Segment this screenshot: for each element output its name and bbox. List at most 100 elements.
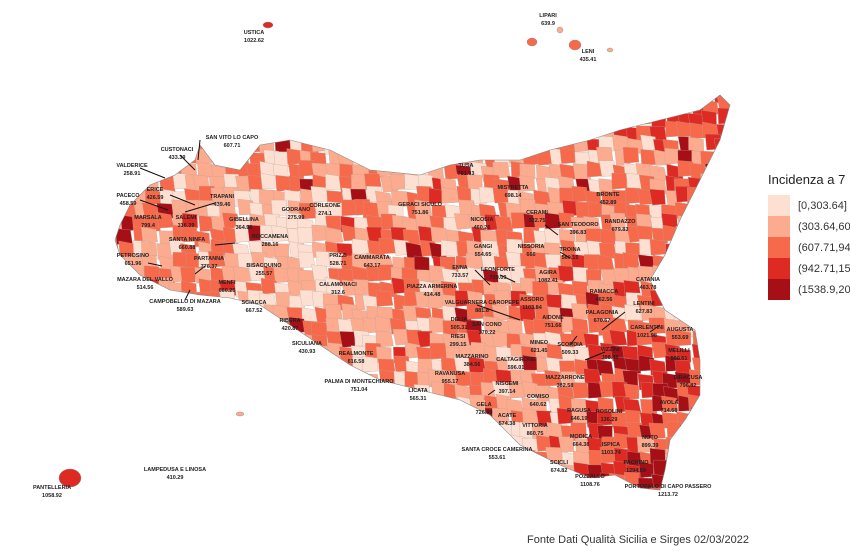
municipality-area [728,462,730,480]
municipality-area [315,99,333,117]
municipality-area [518,126,536,143]
source-note: Fonte Dati Qualità Sicilia e Sirges 02/0… [527,534,749,546]
municipality-label: MAZZARRONE 382.58 [545,374,584,390]
municipality-area [157,408,173,425]
municipality-name: SAN CONO [472,322,502,328]
municipality-area [209,316,227,333]
municipality-area [193,95,211,101]
municipality-label: AIDONE 751.66 [542,314,563,330]
municipality-label: MAZZARINO 384.56 [456,353,489,369]
municipality-name: MODICA [569,434,593,440]
municipality-area [208,451,226,468]
leader-line [139,167,166,179]
legend-swatch [768,279,790,300]
municipality-area [665,291,682,308]
municipality-area [257,386,276,403]
municipality-area [726,399,730,416]
municipality-value: 255.57 [255,271,273,277]
municipality-name: MARSALA [134,215,162,221]
municipality-value: 590.61 [670,356,688,362]
municipality-area [248,475,266,490]
municipality-area [729,329,730,347]
municipality-name: MAZZARRONE [545,375,585,381]
municipality-name: SAN VITO LO CAPO [205,135,259,141]
municipality-area [180,342,197,359]
municipality-area [259,449,279,467]
municipality-area [559,95,576,105]
municipality-area [181,409,199,426]
municipality-area [115,138,122,155]
municipality-area [388,489,406,490]
municipality-label: ROCCAMENA 288.16 [252,233,288,249]
municipality-area [128,461,145,478]
municipality-area [392,111,411,128]
municipality-area [506,464,523,481]
municipality-area [131,382,148,400]
municipality-area [716,152,730,169]
municipality-area [194,406,213,424]
municipality-area [690,407,708,424]
municipality-label: SICULIANA 430.93 [292,340,322,356]
municipality-area [713,215,730,233]
municipality-area [184,399,203,416]
municipality-area [245,412,264,429]
municipality-area [404,473,421,490]
municipality-value: 1103.74 [601,450,621,456]
municipality-area [272,346,291,363]
municipality-area [328,95,345,102]
municipality-area [232,329,251,347]
municipality-area [712,486,730,490]
leader-line [197,139,201,161]
municipality-label: PACECO 458.59 [116,192,139,208]
municipality-area [495,96,513,113]
municipality-area [688,278,707,295]
municipality-area [208,95,226,100]
municipality-area [289,95,306,104]
municipality-label: MARSALA 799.4 [134,214,162,230]
municipality-value: 1103.84 [522,305,542,311]
municipality-name: RANDAZZO [604,219,636,225]
municipality-area [367,433,385,450]
municipality-area [468,421,487,438]
municipality-area [351,125,369,142]
municipality-name: VALDERICE [116,163,148,169]
municipality-area [116,125,132,143]
municipality-area [208,99,227,116]
municipality-area [522,149,539,166]
municipality-area [117,318,134,336]
municipality-area [364,123,383,140]
municipality-area [133,139,151,156]
municipality-area [315,95,332,100]
municipality-area [429,152,447,169]
municipality-area [172,370,191,387]
municipality-area [170,124,188,141]
municipality-name: LEONFORTE [481,267,515,273]
municipality-area [598,95,617,102]
municipality-area [403,125,421,142]
municipality-area [716,240,730,257]
municipality-area [674,461,692,479]
municipality-area [574,487,592,490]
municipality-area [249,108,266,125]
municipality-value: 1213.72 [658,492,678,498]
municipality-area [536,121,553,139]
municipality-name: BRONTE [596,192,620,198]
municipality-area [677,215,695,233]
municipality-area [674,255,693,272]
municipality-area [649,188,666,206]
municipality-area [233,447,249,465]
municipality-area [263,485,281,490]
municipality-value: 410.29 [166,475,184,481]
municipality-area [663,255,681,272]
municipality-name: PALMA DI MONTECHIARO [324,379,394,385]
municipality-area [702,343,719,361]
municipality-area [157,433,173,450]
municipality-area [494,123,511,141]
municipality-area [483,111,501,128]
municipality-area [465,108,484,125]
municipality-area [131,371,148,388]
municipality-area [599,487,617,490]
municipality-label: MODICA 664.38 [570,433,592,449]
legend-swatch [768,258,790,279]
municipality-label: AGIRA 1082.41 [538,269,558,285]
